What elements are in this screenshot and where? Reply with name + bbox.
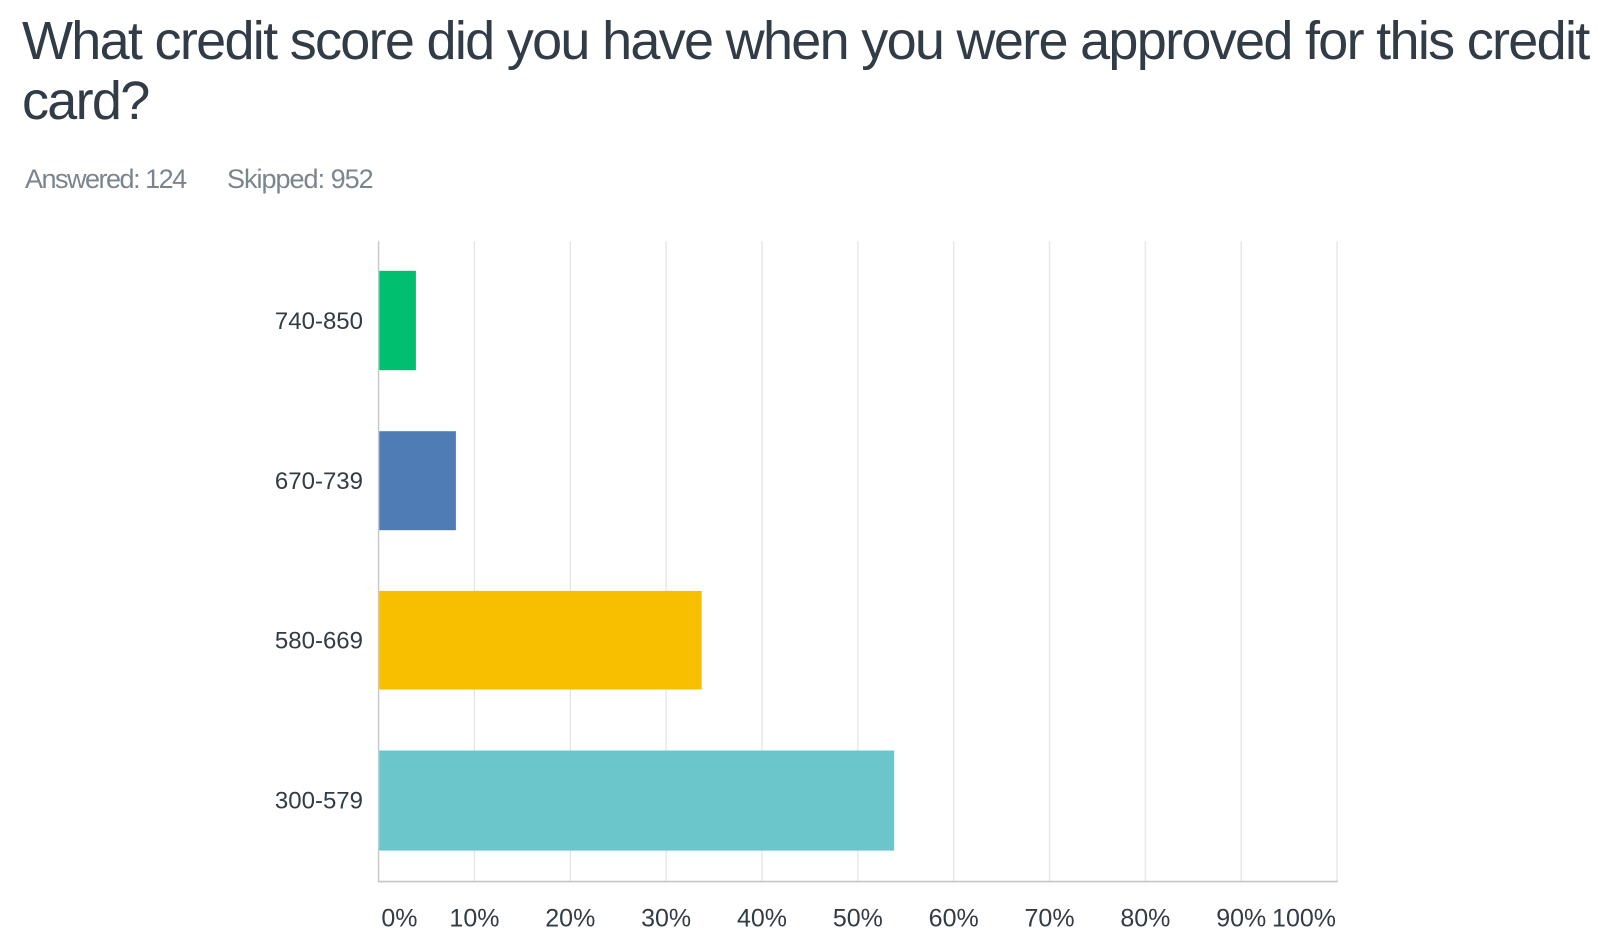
svg-text:70%: 70% — [1025, 905, 1075, 933]
svg-text:670-739: 670-739 — [275, 468, 363, 495]
svg-text:30%: 30% — [641, 905, 691, 933]
svg-text:80%: 80% — [1120, 905, 1170, 933]
svg-text:300-579: 300-579 — [275, 788, 363, 815]
svg-text:20%: 20% — [545, 905, 595, 933]
svg-text:740-850: 740-850 — [275, 308, 363, 335]
svg-text:40%: 40% — [737, 905, 787, 933]
svg-text:580-669: 580-669 — [275, 628, 363, 655]
svg-text:60%: 60% — [929, 905, 979, 933]
svg-text:100%: 100% — [1272, 905, 1336, 933]
svg-text:90%: 90% — [1216, 905, 1266, 933]
svg-text:10%: 10% — [449, 905, 499, 933]
svg-text:50%: 50% — [833, 905, 883, 933]
svg-text:0%: 0% — [381, 905, 417, 933]
